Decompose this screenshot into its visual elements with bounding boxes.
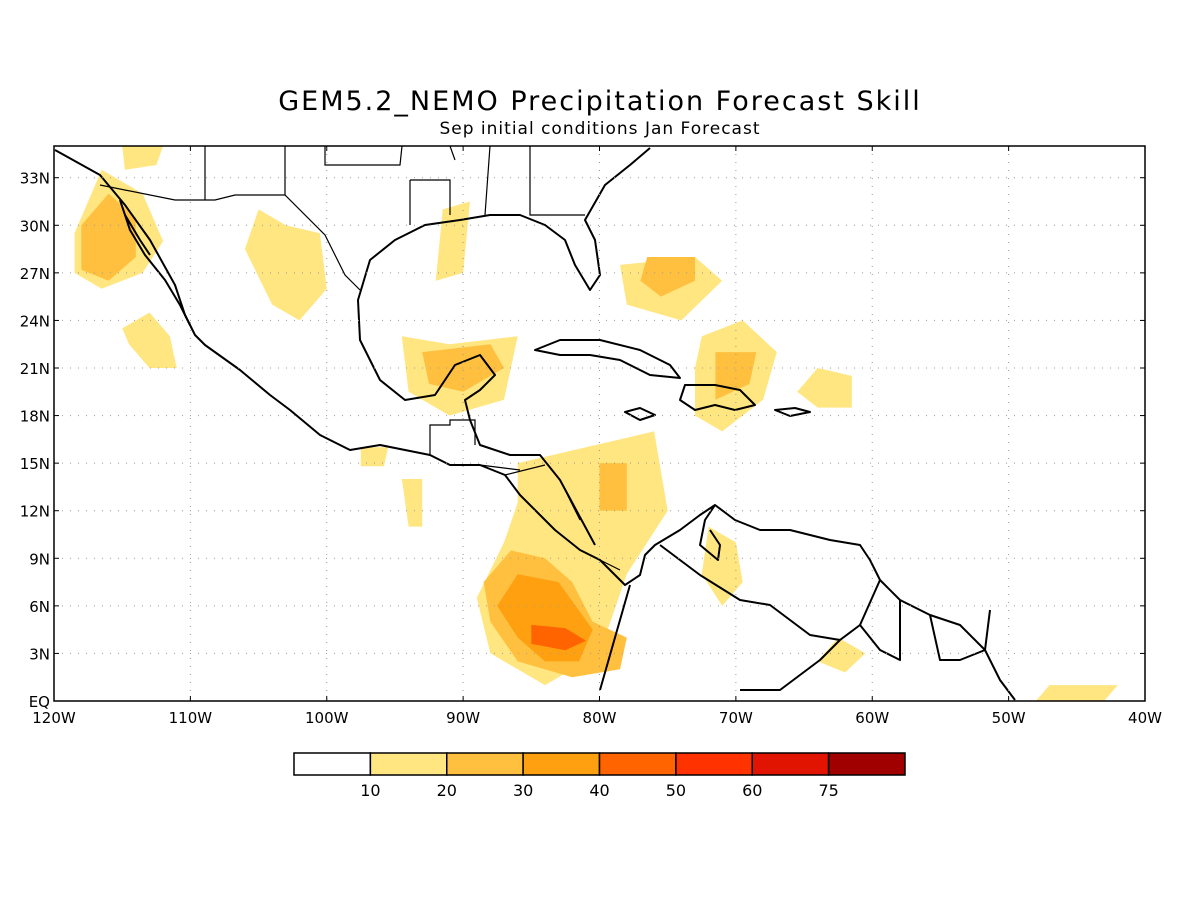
- lat-label: 27N: [20, 265, 50, 283]
- lat-label: 12N: [20, 503, 50, 521]
- colorbar-swatch: [522, 752, 601, 776]
- lat-label: 24N: [20, 312, 50, 330]
- lat-label: 18N: [20, 408, 50, 426]
- skill-contours: [74, 146, 1118, 701]
- lon-label: 120W: [32, 709, 76, 727]
- political-borders: [99, 146, 621, 571]
- skill-region-21: [817, 637, 866, 673]
- latitude-labels: 33N 30N 27N 24N 21N 18N 15N 12N 9N 6N 3N EQ: [20, 170, 50, 711]
- skill-region-18: [531, 624, 586, 651]
- lon-label: 70W: [719, 709, 753, 727]
- lon-label: 50W: [992, 709, 1026, 727]
- map-subtitle: Sep initial conditions Jan Forecast: [439, 119, 761, 139]
- skill-region-9: [401, 479, 423, 527]
- central-america-borders: [429, 419, 621, 571]
- skill-region-4: [122, 312, 177, 368]
- coastlines: [54, 147, 1016, 701]
- lon-label: 110W: [169, 709, 213, 727]
- lat-label: 21N: [20, 360, 50, 378]
- colorbar-swatch: [827, 752, 906, 776]
- skill-region-1: [81, 193, 136, 281]
- skill-region-14: [797, 368, 852, 408]
- colorbar: 10 20 30 40 50 60 75: [293, 752, 906, 800]
- colorbar-swatch: [598, 752, 677, 776]
- skill-region-3: [244, 209, 327, 321]
- north-america-coastline: [54, 147, 1016, 701]
- us-mexico-border: [99, 184, 361, 291]
- lon-label: 40W: [1128, 709, 1162, 727]
- lon-label: 60W: [855, 709, 889, 727]
- skill-region-11: [640, 257, 695, 297]
- skill-region-20: [701, 526, 743, 606]
- lat-label: 15N: [20, 455, 50, 473]
- lat-label: 6N: [29, 598, 50, 616]
- cuba-coastline: [534, 339, 681, 379]
- colorbar-swatch: [293, 752, 372, 776]
- south-america-interior: [599, 544, 991, 691]
- skill-region-5: [435, 201, 470, 281]
- map-title: GEM5.2_NEMO Precipitation Forecast Skill: [278, 86, 922, 117]
- lat-label: 3N: [29, 645, 50, 663]
- lat-label: 9N: [29, 550, 50, 568]
- colorbar-label: 20: [437, 781, 457, 800]
- lat-label: EQ: [29, 693, 50, 711]
- colorbar-label: 60: [742, 781, 762, 800]
- skill-region-2: [122, 146, 164, 170]
- lon-label: 100W: [305, 709, 349, 727]
- hispaniola-coastline: [679, 384, 756, 411]
- colorbar-swatch: [369, 752, 448, 776]
- lon-label: 80W: [583, 709, 617, 727]
- jamaica-coastline: [624, 407, 656, 421]
- longitude-labels: 120W 110W 100W 90W 80W 70W 60W 50W 40W: [32, 709, 1162, 727]
- baja-california-coastline: [119, 199, 191, 326]
- colorbar-label: 30: [513, 781, 533, 800]
- axis-ticks: [53, 146, 1146, 702]
- colorbar-label: 50: [666, 781, 686, 800]
- lon-label: 90W: [446, 709, 480, 727]
- us-state-borders: [204, 146, 585, 225]
- skill-region-22: [1035, 685, 1118, 701]
- lat-label: 33N: [20, 170, 50, 188]
- colorbar-label: 40: [589, 781, 609, 800]
- colorbar-label: 10: [360, 781, 380, 800]
- colorbar-swatch: [446, 752, 524, 776]
- colorbar-label: 75: [818, 781, 838, 800]
- skill-region-8: [360, 447, 389, 467]
- colorbar-swatch: [675, 752, 753, 776]
- colorbar-swatch: [751, 752, 830, 776]
- puerto-rico-coastline: [774, 407, 811, 417]
- skill-region-7: [422, 344, 504, 392]
- skill-region-19: [599, 463, 627, 511]
- lat-label: 30N: [20, 217, 50, 235]
